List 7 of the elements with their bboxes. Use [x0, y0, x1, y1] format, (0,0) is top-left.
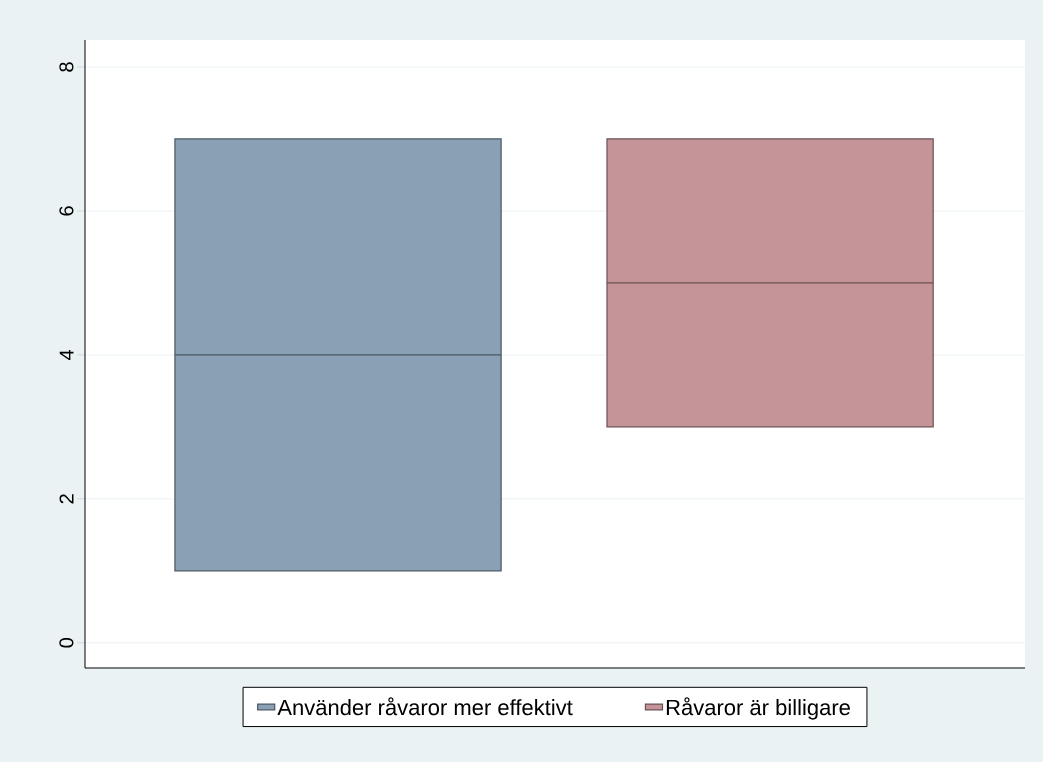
legend-label: Använder råvaror mer effektivt [277, 697, 573, 716]
y-tick-label: 4 [59, 349, 74, 360]
y-tick-label: 0 [59, 638, 74, 648]
legend-label: Råvaror är billigare [666, 697, 850, 720]
y-tick-label: 2 [59, 494, 74, 504]
y-tick-label: 8 [59, 62, 74, 72]
y-tick-label: 6 [59, 206, 74, 216]
